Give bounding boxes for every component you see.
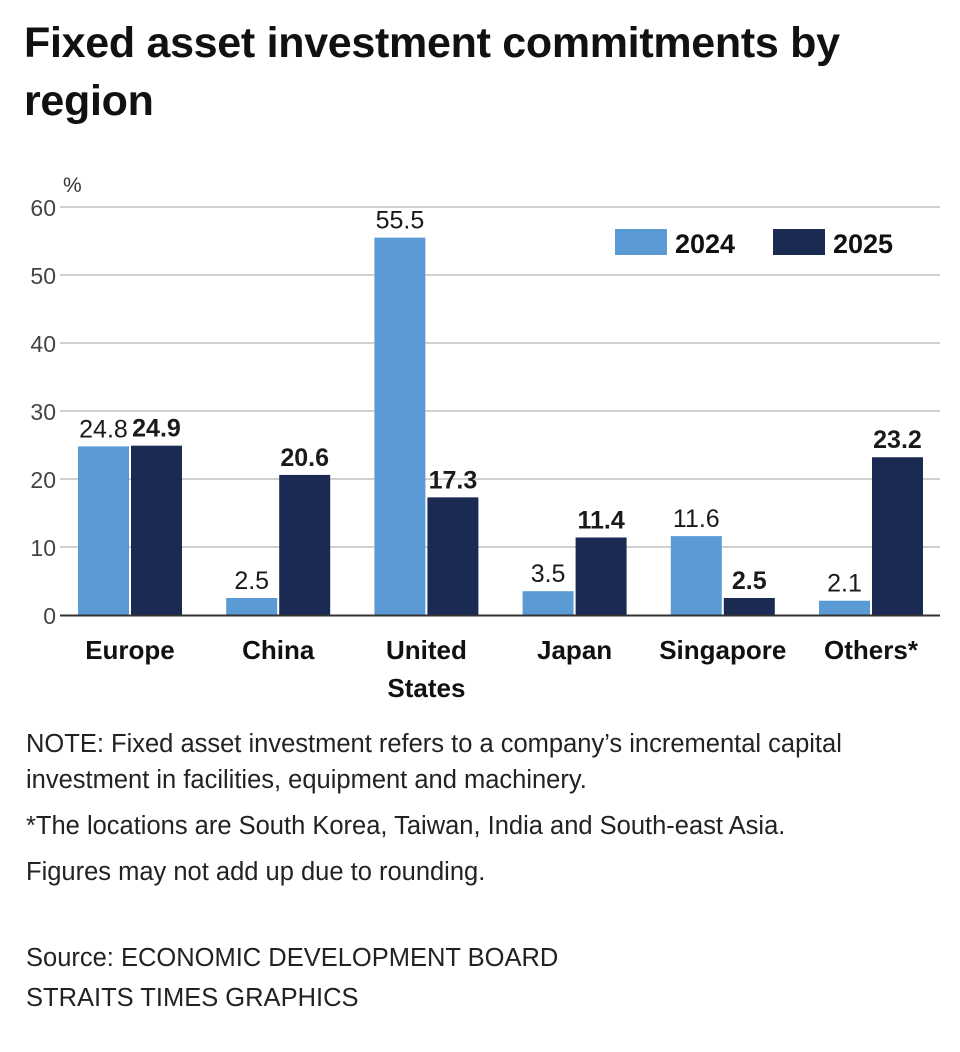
data-label-2024: 3.5 xyxy=(531,560,566,588)
data-label-2025: 17.3 xyxy=(429,466,478,494)
data-label-2025: 20.6 xyxy=(280,444,329,472)
legend-label-2024: 2024 xyxy=(675,229,735,259)
axes: % 0 10 20 30 40 50 60 Europe China United States Jap… xyxy=(30,174,940,703)
bar-chart: 24.8 24.9 2.5 20.6 55.5 17.3 3.5 11.4 11.6 2.5 2.1… xyxy=(30,174,940,703)
y-tick-label: 40 xyxy=(30,331,56,357)
bar-2025 xyxy=(279,474,331,615)
legend-label-2025: 2025 xyxy=(833,229,893,259)
bar-2024 xyxy=(78,446,129,615)
y-tick-label: 20 xyxy=(30,467,56,493)
bar-2025 xyxy=(427,497,479,615)
bar-2024 xyxy=(819,600,870,615)
legend-swatch-2025 xyxy=(773,229,825,255)
source-line: Source: ECONOMIC DEVELOPMENT BOARD xyxy=(26,944,559,972)
rounding-text: Figures may not add up due to rounding. xyxy=(26,858,486,886)
y-axis-unit-label: % xyxy=(63,174,82,197)
credit-line: STRAITS TIMES GRAPHICS xyxy=(26,984,359,1012)
data-label-2024: 24.8 xyxy=(79,415,128,443)
data-label-2025: 24.9 xyxy=(132,415,181,443)
legend-swatch-2024 xyxy=(615,229,667,255)
data-label-2024: 11.6 xyxy=(673,505,720,533)
data-label-2024: 2.5 xyxy=(234,567,269,595)
bar-2025 xyxy=(872,457,923,615)
gridlines xyxy=(60,206,940,548)
y-tick-label: 50 xyxy=(30,263,56,289)
notes: NOTE: Fixed asset investment refers to a… xyxy=(26,726,946,900)
bar-2024 xyxy=(374,237,426,615)
bar-2025 xyxy=(131,445,182,615)
bars xyxy=(78,237,923,615)
bar-2024 xyxy=(226,598,278,615)
footnote-text: *The locations are South Korea, Taiwan, … xyxy=(26,812,786,840)
y-tick-label: 60 xyxy=(30,195,56,221)
legend: 2024 2025 xyxy=(615,229,893,259)
source: Source: ECONOMIC DEVELOPMENT BOARD STRAI… xyxy=(26,938,558,1018)
y-tick-label: 30 xyxy=(30,399,56,425)
data-label-2024: 55.5 xyxy=(376,207,425,235)
bar-2024 xyxy=(670,536,722,615)
x-category-label: China xyxy=(242,635,315,665)
x-category-label: Others* xyxy=(824,635,919,665)
data-label-2025: 11.4 xyxy=(577,506,624,534)
data-label-2024: 2.1 xyxy=(827,570,862,598)
bar-2025 xyxy=(575,537,627,615)
y-tick-label: 0 xyxy=(43,603,56,629)
data-label-2025: 2.5 xyxy=(732,567,767,595)
bar-2024 xyxy=(522,591,574,615)
chart-title: Fixed asset investment commitments by re… xyxy=(24,19,840,125)
bar-2025 xyxy=(723,598,775,615)
x-category-label: Japan xyxy=(537,635,612,665)
y-tick-label: 10 xyxy=(30,535,56,561)
x-category-label: Singapore xyxy=(659,635,786,665)
value-labels: 24.8 24.9 2.5 20.6 55.5 17.3 3.5 11.4 11.6 2.5 2.1… xyxy=(79,207,922,598)
x-category-label: Europe xyxy=(85,635,175,665)
x-category-label: United States xyxy=(386,635,467,703)
note-text: NOTE: Fixed asset investment refers to a… xyxy=(26,730,842,794)
data-label-2025: 23.2 xyxy=(873,426,922,454)
